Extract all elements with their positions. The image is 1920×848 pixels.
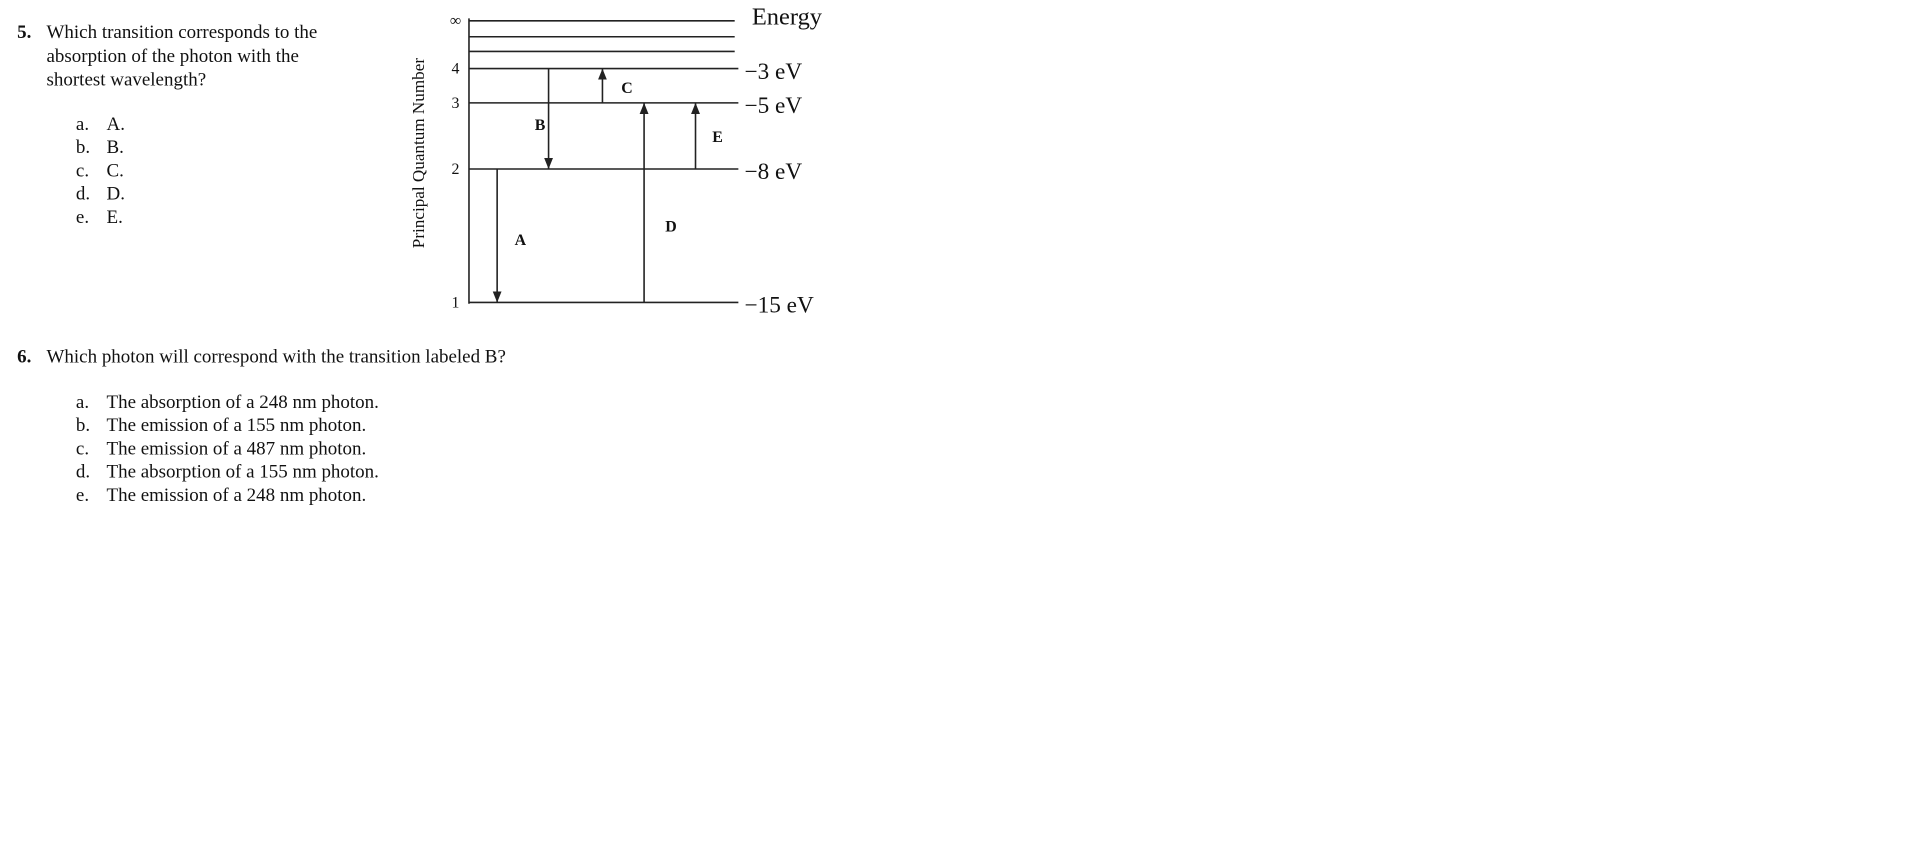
option-text: D.: [107, 184, 125, 205]
level-number: 1: [452, 294, 460, 311]
question-text: Which transition corresponds to the: [47, 22, 318, 43]
option-text: The emission of a 248 nm photon.: [107, 485, 367, 506]
option-letter: c.: [76, 160, 89, 181]
option-text: The emission of a 155 nm photon.: [107, 415, 367, 436]
question-number: 5.: [17, 22, 31, 43]
axis-label: Principal Quantum Number: [409, 58, 428, 249]
option-letter: a.: [76, 114, 89, 135]
option-text: E.: [107, 207, 123, 228]
option-text: B.: [107, 137, 124, 158]
level-number: 2: [452, 161, 460, 178]
level-number: 4: [452, 60, 460, 77]
level-energy: −3 eV: [744, 59, 802, 85]
question-text: absorption of the photon with the: [47, 46, 299, 67]
option-letter: b.: [76, 415, 90, 436]
option-letter: e.: [76, 207, 89, 228]
option-letter: d.: [76, 184, 90, 205]
level-energy: −8 eV: [744, 159, 802, 185]
option-text: C.: [107, 160, 124, 181]
option-letter: e.: [76, 485, 89, 506]
energy-diagram: Principal Quantum Number Energy ∞ 4 −3 eV 3…: [409, 4, 823, 319]
option-text: The emission of a 487 nm photon.: [107, 438, 367, 459]
energy-label: Energy: [752, 4, 823, 31]
option-letter: c.: [76, 438, 89, 459]
transition-label: A: [515, 232, 527, 249]
level-number: 3: [452, 95, 460, 112]
transition-label: E: [712, 129, 723, 146]
option-text: A.: [107, 114, 125, 135]
option-letter: b.: [76, 137, 90, 158]
option-letter: a.: [76, 392, 89, 413]
transition-label: B: [535, 117, 546, 134]
question-text: shortest wavelength?: [47, 70, 207, 91]
level-number: ∞: [450, 13, 461, 30]
question-number: 6.: [17, 346, 31, 367]
transition-label: C: [621, 80, 633, 97]
option-text: The absorption of a 248 nm photon.: [107, 392, 379, 413]
transition-label: D: [665, 218, 677, 235]
option-text: The absorption of a 155 nm photon.: [107, 462, 379, 483]
option-letter: d.: [76, 462, 90, 483]
question-text: Which photon will correspond with the tr…: [47, 346, 506, 367]
level-energy: −5 eV: [744, 93, 802, 119]
level-energy: −15 eV: [744, 293, 813, 319]
